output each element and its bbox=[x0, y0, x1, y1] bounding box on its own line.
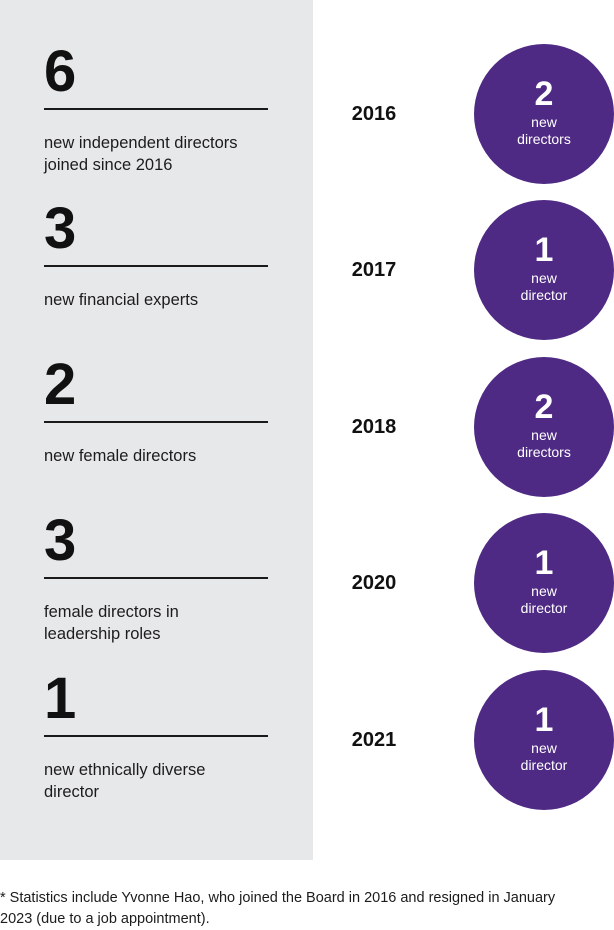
timeline-year: 2018 bbox=[351, 416, 397, 438]
stat-description: female directors in leadership roles bbox=[44, 603, 179, 643]
circle-count: 1 bbox=[534, 701, 554, 739]
circle-count: 1 bbox=[534, 231, 554, 269]
stat-description: new financial experts bbox=[44, 291, 199, 309]
circle-label: new directors bbox=[517, 427, 571, 460]
stat-description: new independent directors joined since 2… bbox=[44, 134, 238, 174]
stats-panel: 6 new independent directors joined since… bbox=[0, 0, 313, 860]
footnote: * Statistics include Yvonne Hao, who joi… bbox=[0, 890, 556, 927]
circle-label: new director bbox=[520, 740, 568, 773]
stat-number: 6 bbox=[44, 39, 76, 104]
stat-divider bbox=[44, 421, 268, 423]
stat-number: 3 bbox=[44, 508, 76, 573]
stat-divider bbox=[44, 735, 268, 737]
stat-description: new female directors bbox=[44, 447, 197, 465]
circle-count: 2 bbox=[534, 75, 554, 113]
stat-divider bbox=[44, 577, 268, 579]
new-directors-circle: 1 new director bbox=[474, 513, 614, 653]
new-directors-circle: 2 new directors bbox=[474, 44, 614, 184]
stat-number: 1 bbox=[44, 666, 76, 731]
timeline-year: 2020 bbox=[351, 572, 397, 594]
stat-divider bbox=[44, 265, 268, 267]
stat-number: 3 bbox=[44, 196, 76, 261]
stat-divider bbox=[44, 108, 268, 110]
timeline-year: 2021 bbox=[351, 729, 397, 751]
timeline-year: 2016 bbox=[351, 103, 397, 125]
stat-number: 2 bbox=[44, 352, 76, 417]
timeline-year: 2017 bbox=[351, 259, 397, 281]
circle-count: 1 bbox=[534, 544, 554, 582]
timeline-row-2016: 2016 2 new directors bbox=[330, 44, 614, 184]
circle-label: new director bbox=[520, 583, 568, 616]
circle-count: 2 bbox=[534, 388, 554, 426]
circle-label: new director bbox=[520, 270, 568, 303]
circle-label: new directors bbox=[517, 114, 571, 147]
new-directors-circle: 2 new directors bbox=[474, 357, 614, 497]
timeline-row-2020: 2020 1 new director bbox=[330, 513, 614, 653]
stat-description: new ethnically diverse director bbox=[44, 761, 206, 801]
new-directors-circle: 1 new director bbox=[474, 200, 614, 340]
timeline-row-2018: 2018 2 new directors bbox=[330, 357, 614, 497]
timeline-row-2021: 2021 1 new director bbox=[330, 670, 614, 810]
timeline-row-2017: 2017 1 new director bbox=[330, 200, 614, 340]
new-directors-circle: 1 new director bbox=[474, 670, 614, 810]
